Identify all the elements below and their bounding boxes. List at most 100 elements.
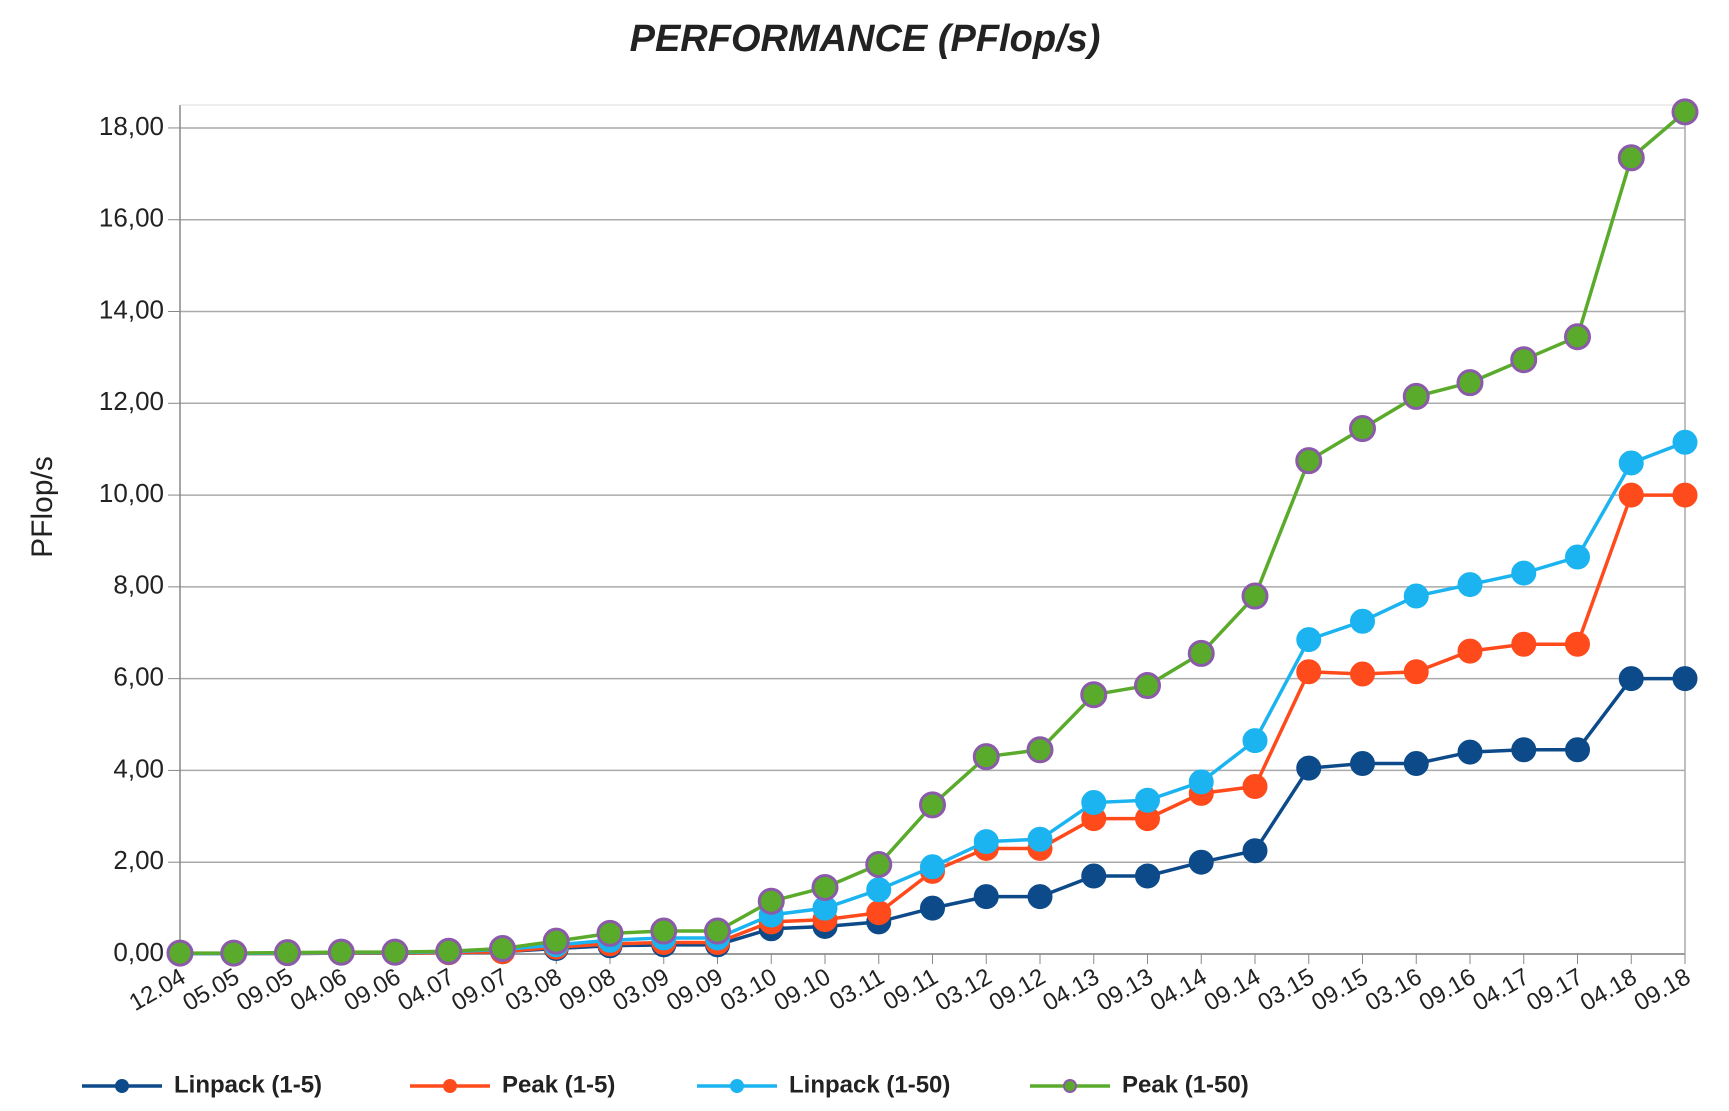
- point: [1618, 666, 1644, 692]
- point: [596, 919, 624, 947]
- point: [757, 887, 785, 915]
- point: [1671, 98, 1699, 126]
- point: [1565, 737, 1590, 763]
- point: [1187, 639, 1215, 667]
- point: [650, 917, 678, 945]
- point: [1565, 631, 1590, 657]
- point: [1457, 638, 1483, 664]
- point: [866, 900, 892, 926]
- x-tick-label: 03.16: [1361, 963, 1427, 1016]
- point: [1188, 849, 1214, 875]
- point: [1350, 661, 1375, 687]
- point: [1672, 429, 1698, 455]
- point: [1403, 659, 1429, 685]
- legend-label: Peak (1-50): [1122, 1071, 1249, 1098]
- point: [865, 851, 893, 879]
- point: [1511, 737, 1537, 763]
- point: [1027, 826, 1053, 852]
- point: [1081, 790, 1107, 816]
- point: [704, 917, 731, 945]
- series-line: [180, 110, 1687, 955]
- series-line: [180, 493, 1685, 956]
- point: [1672, 482, 1698, 508]
- point: [920, 854, 945, 880]
- point: [435, 937, 463, 965]
- point: [1296, 755, 1322, 781]
- point: [1403, 583, 1429, 609]
- point: [1242, 838, 1268, 864]
- x-tick-label: 09.11: [879, 963, 943, 1016]
- point: [1027, 884, 1053, 910]
- point: [1242, 728, 1268, 754]
- point: [1511, 560, 1537, 586]
- y-tick-label: 16,00: [99, 203, 164, 233]
- y-axis-label: PFlop/s: [26, 456, 59, 558]
- point: [1350, 608, 1375, 634]
- x-tick-label: 09.13: [1092, 963, 1158, 1016]
- point: [1456, 369, 1484, 397]
- point: [1672, 666, 1698, 692]
- point: [1564, 323, 1591, 351]
- x-tick-label: 09.15: [1307, 963, 1373, 1016]
- point: [866, 877, 892, 903]
- x-tick-label: 09.07: [447, 963, 513, 1016]
- x-tick-label: 09.09: [662, 963, 728, 1016]
- point: [1188, 769, 1214, 795]
- point: [919, 791, 946, 819]
- point: [973, 829, 999, 855]
- x-tick-label: 09.10: [770, 963, 836, 1016]
- point: [973, 884, 999, 910]
- x-tick-label: 09.14: [1200, 963, 1266, 1016]
- x-tick-label: 04.07: [393, 963, 459, 1016]
- y-tick-label: 8,00: [113, 570, 164, 600]
- x-tick-label: 09.12: [985, 963, 1051, 1016]
- x-tick-label: 03.15: [1253, 963, 1319, 1016]
- point: [166, 939, 194, 967]
- point: [1135, 787, 1160, 813]
- y-tick-label: 18,00: [99, 111, 164, 141]
- point: [1349, 415, 1376, 443]
- legend-marker: [443, 1079, 457, 1093]
- point: [1565, 544, 1590, 570]
- point: [1241, 582, 1269, 610]
- x-tick-label: 03.12: [931, 963, 997, 1016]
- point: [1296, 627, 1322, 653]
- x-tick-label: 03.09: [608, 963, 674, 1016]
- point: [1026, 736, 1054, 764]
- legend-marker: [1063, 1079, 1077, 1093]
- x-tick-label: 04.18: [1576, 963, 1642, 1016]
- x-tick-label: 09.05: [232, 963, 298, 1016]
- point: [811, 873, 839, 901]
- x-tick-label: 03.11: [825, 963, 889, 1016]
- x-tick-label: 09.08: [555, 963, 621, 1016]
- point: [972, 743, 1000, 771]
- legend-label: Linpack (1-50): [789, 1071, 950, 1098]
- legend-label: Linpack (1-5): [174, 1071, 322, 1098]
- chart-title: PERFORMANCE (PFlop/s): [630, 18, 1101, 60]
- point: [1080, 681, 1108, 709]
- y-tick-label: 14,00: [99, 294, 164, 324]
- point: [327, 938, 355, 966]
- point: [1403, 751, 1429, 777]
- point: [1618, 482, 1644, 508]
- x-tick-label: 04.17: [1468, 963, 1534, 1016]
- x-tick-label: 03.10: [716, 963, 782, 1016]
- x-tick-label: 09.18: [1630, 963, 1696, 1016]
- point: [1511, 631, 1537, 657]
- y-tick-label: 2,00: [113, 845, 164, 875]
- x-tick-label: 03.08: [501, 963, 567, 1016]
- point: [1617, 144, 1645, 172]
- y-tick-label: 4,00: [113, 753, 164, 783]
- x-tick-label: 05.05: [178, 963, 244, 1016]
- point: [274, 939, 301, 967]
- y-tick-label: 10,00: [99, 478, 164, 508]
- point: [1457, 572, 1483, 598]
- point: [1510, 346, 1538, 374]
- x-tick-label: 09.16: [1415, 963, 1481, 1016]
- point: [1134, 672, 1161, 700]
- point: [381, 938, 409, 966]
- point: [1296, 659, 1322, 685]
- point: [1618, 450, 1644, 476]
- x-tick-label: 04.13: [1038, 963, 1104, 1016]
